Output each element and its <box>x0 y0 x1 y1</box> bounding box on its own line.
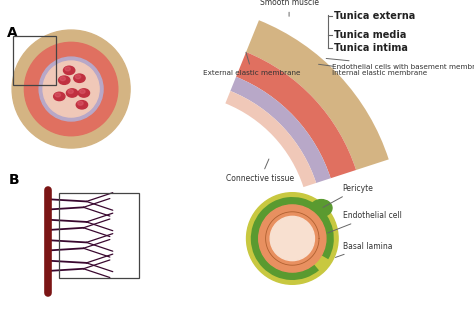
Ellipse shape <box>80 90 85 93</box>
Text: Tunica intima: Tunica intima <box>334 43 408 53</box>
Text: Connective tissue: Connective tissue <box>227 159 294 183</box>
Text: Basal lamina: Basal lamina <box>336 242 392 257</box>
Wedge shape <box>251 197 334 280</box>
Ellipse shape <box>65 67 70 71</box>
Ellipse shape <box>68 90 73 93</box>
Ellipse shape <box>55 93 61 97</box>
Circle shape <box>24 42 118 136</box>
Circle shape <box>39 57 103 121</box>
Wedge shape <box>230 77 331 183</box>
Circle shape <box>12 30 130 148</box>
Ellipse shape <box>66 89 78 97</box>
Ellipse shape <box>74 74 85 82</box>
Text: External elastic membrane: External elastic membrane <box>203 52 301 75</box>
Ellipse shape <box>60 77 65 81</box>
Ellipse shape <box>59 76 70 84</box>
Text: Tunica media: Tunica media <box>334 30 406 40</box>
Text: Pericyte: Pericyte <box>323 183 374 207</box>
Ellipse shape <box>310 200 332 216</box>
Wedge shape <box>246 20 389 170</box>
Ellipse shape <box>54 92 65 100</box>
Text: Endothelial cells with basement membrane: Endothelial cells with basement membrane <box>326 59 474 70</box>
Text: A: A <box>7 26 18 40</box>
Text: Smooth muscle: Smooth muscle <box>260 0 319 16</box>
Ellipse shape <box>78 89 90 97</box>
Ellipse shape <box>78 101 83 105</box>
Text: Tunica externa: Tunica externa <box>334 11 415 21</box>
Wedge shape <box>225 91 316 187</box>
Circle shape <box>270 216 314 261</box>
Text: Endothelial cell: Endothelial cell <box>328 211 401 233</box>
Ellipse shape <box>76 100 88 109</box>
Text: Internal elastic membrane: Internal elastic membrane <box>319 64 427 75</box>
Circle shape <box>259 205 326 272</box>
Bar <box>13 36 56 85</box>
Bar <box>59 193 139 278</box>
Wedge shape <box>236 52 356 178</box>
Circle shape <box>246 193 338 284</box>
Ellipse shape <box>75 75 81 79</box>
Text: B: B <box>9 173 19 187</box>
Circle shape <box>43 61 99 117</box>
Ellipse shape <box>64 66 75 74</box>
